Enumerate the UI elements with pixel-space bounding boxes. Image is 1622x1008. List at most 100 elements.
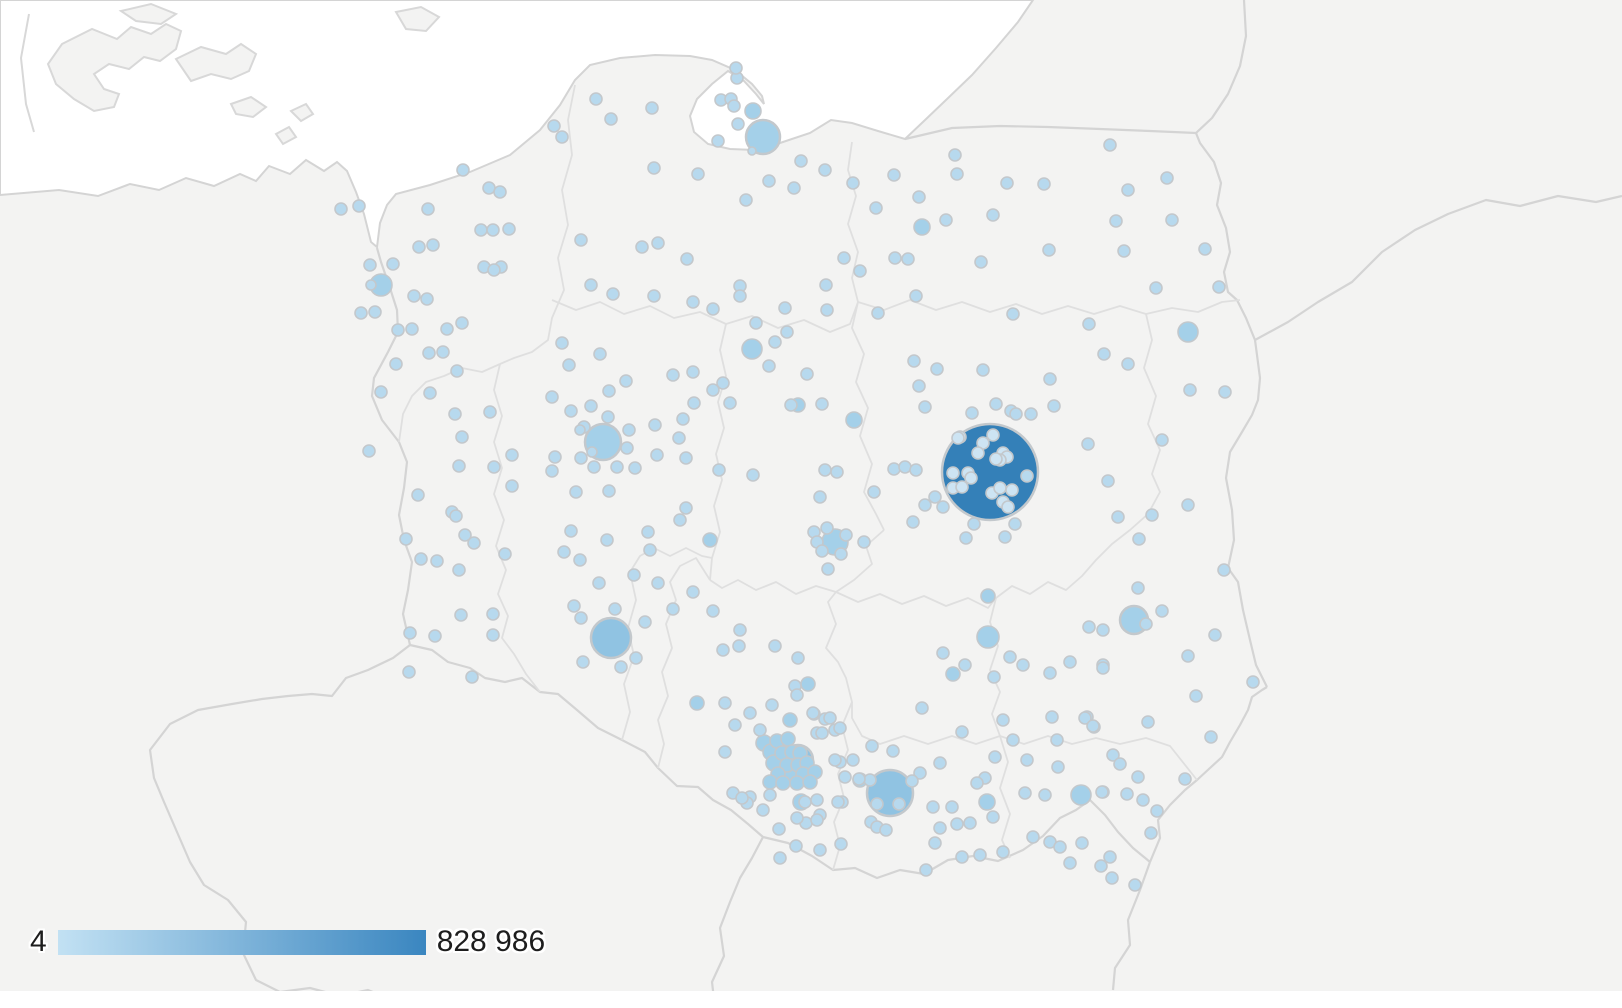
city-bubble[interactable] <box>386 257 400 271</box>
city-bubble[interactable] <box>399 532 413 546</box>
city-bubble[interactable] <box>743 706 757 720</box>
city-bubble[interactable] <box>414 552 428 566</box>
city-bubble[interactable] <box>608 602 622 616</box>
city-bubble[interactable] <box>986 208 1000 222</box>
city-bubble[interactable] <box>545 464 559 478</box>
city-bubble[interactable] <box>547 119 561 133</box>
city-bubble[interactable] <box>926 800 940 814</box>
city-bubble[interactable] <box>687 396 701 410</box>
city-bubble[interactable] <box>1131 770 1145 784</box>
city-bubble[interactable] <box>1043 666 1057 680</box>
city-bubble[interactable] <box>732 639 746 653</box>
city-bubble[interactable] <box>1101 474 1115 488</box>
city-bubble[interactable] <box>422 346 436 360</box>
city-bubble[interactable] <box>747 146 757 156</box>
city-bubble[interactable] <box>1150 804 1164 818</box>
city-bubble[interactable] <box>773 851 787 865</box>
city-bubble[interactable] <box>1218 385 1232 399</box>
city-bubble[interactable] <box>628 461 642 475</box>
city-bubble[interactable] <box>1145 508 1159 522</box>
city-bubble[interactable] <box>483 405 497 419</box>
city-bubble[interactable] <box>1000 176 1014 190</box>
city-bubble[interactable] <box>787 181 801 195</box>
city-bubble[interactable] <box>1047 399 1061 413</box>
city-bubble[interactable] <box>802 774 818 790</box>
city-bubble[interactable] <box>411 488 425 502</box>
city-bubble[interactable] <box>651 576 665 590</box>
city-bubble[interactable] <box>1131 581 1145 595</box>
city-bubble[interactable] <box>362 444 376 458</box>
city-bubble[interactable] <box>420 292 434 306</box>
city-bubble[interactable] <box>945 800 959 814</box>
city-bubble[interactable] <box>1183 383 1197 397</box>
city-bubble[interactable] <box>486 607 500 621</box>
city-bubble[interactable] <box>998 530 1012 544</box>
city-bubble[interactable] <box>980 588 996 604</box>
city-bubble[interactable] <box>1204 730 1218 744</box>
city-bubble[interactable] <box>1113 757 1127 771</box>
city-bubble[interactable] <box>650 448 664 462</box>
city-bubble[interactable] <box>1139 617 1153 631</box>
city-bubble[interactable] <box>828 753 842 767</box>
city-bubble[interactable] <box>1003 650 1017 664</box>
city-bubble[interactable] <box>939 213 953 227</box>
city-bubble[interactable] <box>763 788 777 802</box>
city-bubble[interactable] <box>789 839 803 853</box>
city-bubble[interactable] <box>857 535 871 549</box>
city-bubble[interactable] <box>1053 840 1067 854</box>
city-bubble[interactable] <box>593 347 607 361</box>
city-bubble[interactable] <box>928 836 942 850</box>
city-bubble[interactable] <box>562 358 576 372</box>
city-bubble[interactable] <box>1103 138 1117 152</box>
city-bubble[interactable] <box>870 797 884 811</box>
city-bubble[interactable] <box>1141 715 1155 729</box>
city-bubble[interactable] <box>790 688 804 702</box>
city-bubble[interactable] <box>589 92 603 106</box>
city-bubble[interactable] <box>702 532 718 548</box>
city-bubble[interactable] <box>718 696 732 710</box>
city-bubble[interactable] <box>1097 347 1111 361</box>
city-bubble[interactable] <box>905 774 919 788</box>
city-bubble[interactable] <box>586 446 598 458</box>
city-bubble[interactable] <box>574 424 586 436</box>
city-bubble[interactable] <box>950 167 964 181</box>
city-bubble[interactable] <box>1075 836 1089 850</box>
city-bubble[interactable] <box>936 646 950 660</box>
city-bubble[interactable] <box>955 480 969 494</box>
city-bubble[interactable] <box>733 289 747 303</box>
city-bubble[interactable] <box>686 585 700 599</box>
city-bubble[interactable] <box>1198 242 1212 256</box>
city-bubble[interactable] <box>545 390 559 404</box>
city-bubble[interactable] <box>587 460 601 474</box>
city-bubble[interactable] <box>1117 244 1131 258</box>
city-bubble[interactable] <box>1024 407 1038 421</box>
city-bubble[interactable] <box>959 531 973 545</box>
city-bubble[interactable] <box>666 602 680 616</box>
city-bubble[interactable] <box>686 365 700 379</box>
city-bubble[interactable] <box>820 521 834 535</box>
city-bubble[interactable] <box>735 791 749 805</box>
city-bubble[interactable] <box>454 608 468 622</box>
city-bubble[interactable] <box>723 396 737 410</box>
city-bubble[interactable] <box>906 515 920 529</box>
city-bubble[interactable] <box>964 471 978 485</box>
city-bubble[interactable] <box>1094 859 1108 873</box>
city-bubble[interactable] <box>712 463 726 477</box>
city-bubble[interactable] <box>1155 604 1169 618</box>
city-bubble[interactable] <box>1165 213 1179 227</box>
city-bubble[interactable] <box>800 676 816 692</box>
city-bubble[interactable] <box>810 813 824 827</box>
city-bubble[interactable] <box>352 199 366 213</box>
city-bubble[interactable] <box>1082 317 1096 331</box>
city-bubble[interactable] <box>574 451 588 465</box>
city-bubble[interactable] <box>686 295 700 309</box>
city-bubble[interactable] <box>898 460 912 474</box>
city-bubble[interactable] <box>1016 658 1030 672</box>
city-bubble[interactable] <box>888 251 902 265</box>
city-bubble[interactable] <box>987 670 1001 684</box>
city-bubble[interactable] <box>428 629 442 643</box>
city-bubble[interactable] <box>573 553 587 567</box>
city-bubble[interactable] <box>354 306 368 320</box>
city-bubble[interactable] <box>727 99 741 113</box>
city-bubble[interactable] <box>813 843 827 857</box>
